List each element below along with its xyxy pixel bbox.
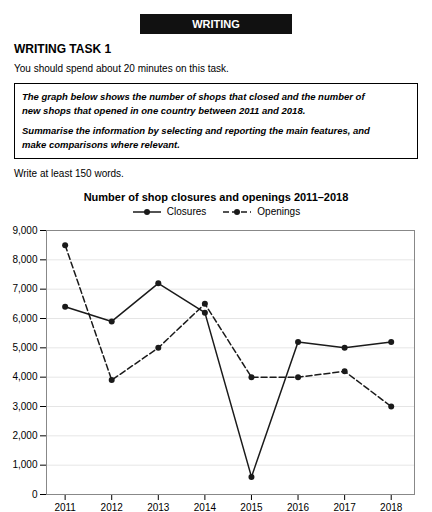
svg-text:3,000: 3,000: [12, 401, 37, 412]
html-text:new shops that opened in one c: new shops that opened in one country bet…: [22, 105, 306, 116]
html-text:The graph below shows the numb: The graph below shows the number of shop…: [22, 91, 365, 102]
svg-text:7,000: 7,000: [12, 283, 37, 294]
html-text:WRITING TASK 1: WRITING TASK 1: [14, 42, 112, 56]
svg-text:2017: 2017: [334, 502, 357, 512]
html-text:Write at least 150 words.: Write at least 150 words.: [14, 168, 124, 179]
svg-text:2018: 2018: [380, 502, 403, 512]
svg-text:2,000: 2,000: [12, 430, 37, 441]
svg-text:6,000: 6,000: [12, 313, 37, 324]
html-text:Summarise the information by s: Summarise the information by selecting a…: [22, 125, 370, 136]
html-text:WRITING: WRITING: [192, 18, 240, 30]
svg-text:0: 0: [32, 489, 38, 500]
svg-text:2012: 2012: [101, 502, 124, 512]
svg-text:5,000: 5,000: [12, 342, 37, 353]
html-text:make comparisons where relevan: make comparisons where relevant.: [22, 139, 180, 150]
html-text:Openings: Openings: [257, 206, 301, 217]
svg-text:2015: 2015: [240, 502, 263, 512]
svg-text:9,000: 9,000: [12, 225, 37, 236]
svg-text:8,000: 8,000: [12, 254, 37, 265]
html-text:You should spend about 20 minu: You should spend about 20 minutes on thi…: [14, 63, 229, 74]
svg-text:2016: 2016: [287, 502, 310, 512]
svg-text:2011: 2011: [54, 502, 76, 512]
svg-text:4,000: 4,000: [12, 371, 37, 382]
html-text:Closures: Closures: [166, 206, 207, 217]
svg-text:1,000: 1,000: [12, 459, 37, 470]
html-text:Number of shop closures and op: Number of shop closures and openings 201…: [83, 191, 349, 203]
svg-text:2013: 2013: [147, 502, 170, 512]
svg-text:2014: 2014: [194, 502, 217, 512]
